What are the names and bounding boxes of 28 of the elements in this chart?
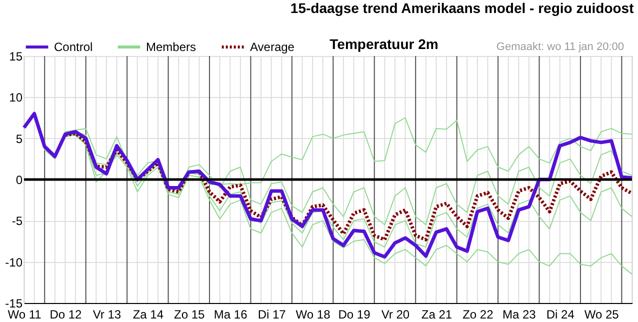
legend-label: Members	[146, 40, 196, 54]
x-tick-label: Zo 22	[462, 308, 494, 322]
x-tick-label: Wo 18	[296, 308, 331, 322]
x-tick-label: Zo 15	[174, 308, 206, 322]
x-tick-label: Wo 25	[584, 308, 620, 322]
y-tick-label: 10	[9, 90, 23, 105]
x-tick-label: Vr 13	[92, 308, 122, 322]
text: Gemaakt: wo 11 jan 20:00	[496, 41, 624, 53]
x-tick-label: Za 21	[421, 308, 452, 322]
x-tick-label: Wo 11	[8, 308, 42, 322]
x-tick-label: Za 14	[132, 308, 164, 322]
x-tick-label: Di 24	[546, 308, 575, 322]
x-tick-label: Do 19	[338, 308, 371, 322]
x-tick-label: Ma 23	[502, 308, 536, 322]
y-tick-label: 0	[16, 173, 23, 187]
y-tick-label: 15	[9, 50, 23, 64]
legend-label: Average	[250, 40, 295, 54]
chart-title: 15-daagse trend Amerikaans model - regio zuidoost	[290, 0, 634, 16]
chart-subtitle: Temperatuur 2m	[330, 36, 438, 52]
x-tick-label: Vr 20	[381, 308, 410, 322]
x-tick-label: Ma 16	[214, 308, 248, 322]
y-tick-label: -15	[5, 296, 23, 310]
y-tick-label: -5	[12, 214, 23, 228]
x-tick-label: Di 17	[258, 308, 286, 322]
y-tick-label: 5	[16, 132, 23, 146]
legend-label: Control	[54, 40, 93, 54]
x-tick-label: Do 12	[50, 308, 82, 322]
y-tick-label: -10	[5, 255, 23, 270]
